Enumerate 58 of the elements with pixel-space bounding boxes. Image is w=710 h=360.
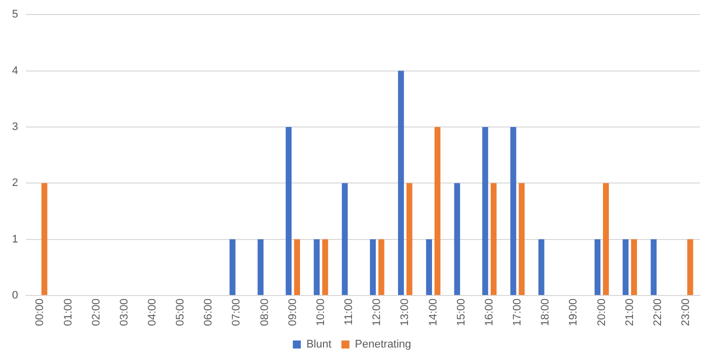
bar [258, 239, 264, 295]
x-tick-label: 08:00 [258, 298, 271, 326]
x-tick-label: 17:00 [512, 298, 524, 326]
x-tick-label: 07:00 [230, 298, 243, 326]
x-tick-label: 01:00 [62, 298, 74, 326]
x-tick-label: 20:00 [596, 298, 608, 326]
x-tick-label: 22:00 [652, 298, 664, 326]
bar [286, 126, 292, 295]
bar [370, 239, 376, 295]
x-tick-label: 02:00 [90, 298, 102, 326]
y-tick-label: 5 [12, 8, 18, 21]
bar [622, 239, 629, 295]
x-tick-label: 09:00 [286, 298, 299, 326]
bar [342, 183, 348, 295]
x-tick-label: 13:00 [399, 298, 412, 326]
x-tick-label: 16:00 [483, 298, 496, 326]
bar [650, 239, 657, 295]
y-tick-label: 4 [12, 64, 18, 77]
bar [538, 239, 544, 295]
x-tick-label: 10:00 [314, 298, 327, 326]
y-tick-label: 1 [12, 233, 18, 246]
bar [510, 126, 516, 295]
x-tick-label: 06:00 [202, 298, 215, 326]
bar [594, 239, 600, 295]
x-tick-label: 14:00 [427, 298, 440, 326]
bar [398, 70, 404, 295]
y-tick-label: 2 [12, 177, 18, 190]
bar [426, 239, 432, 295]
bar [602, 183, 609, 295]
bar [454, 183, 460, 295]
x-tick-label: 19:00 [568, 298, 580, 326]
bar [434, 126, 440, 295]
x-tick-label: 21:00 [624, 298, 636, 326]
bar [322, 239, 328, 295]
legend-label: Blunt [306, 338, 332, 351]
bar [294, 239, 300, 295]
bar [490, 183, 497, 295]
x-tick-label: 03:00 [118, 298, 130, 326]
bar [482, 126, 488, 295]
x-tick-label: 12:00 [371, 298, 384, 326]
x-tick-label: 11:00 [343, 298, 356, 326]
bar [687, 239, 694, 295]
x-tick-label: 18:00 [540, 298, 552, 326]
bar [518, 183, 525, 295]
bar [378, 239, 384, 295]
y-tick-label: 3 [12, 120, 18, 133]
bar [314, 239, 320, 295]
bar [41, 183, 48, 295]
bar [631, 239, 637, 295]
x-tick-label: 05:00 [174, 298, 187, 326]
bar [230, 239, 236, 295]
x-tick-label: 04:00 [146, 298, 158, 326]
x-tick-label: 23:00 [680, 298, 692, 326]
y-tick-label: 0 [12, 290, 18, 302]
legend-label: Penetrating [354, 338, 412, 351]
x-tick-label: 00:00 [34, 298, 46, 326]
x-tick-label: 15:00 [455, 298, 468, 326]
bar [406, 183, 412, 295]
